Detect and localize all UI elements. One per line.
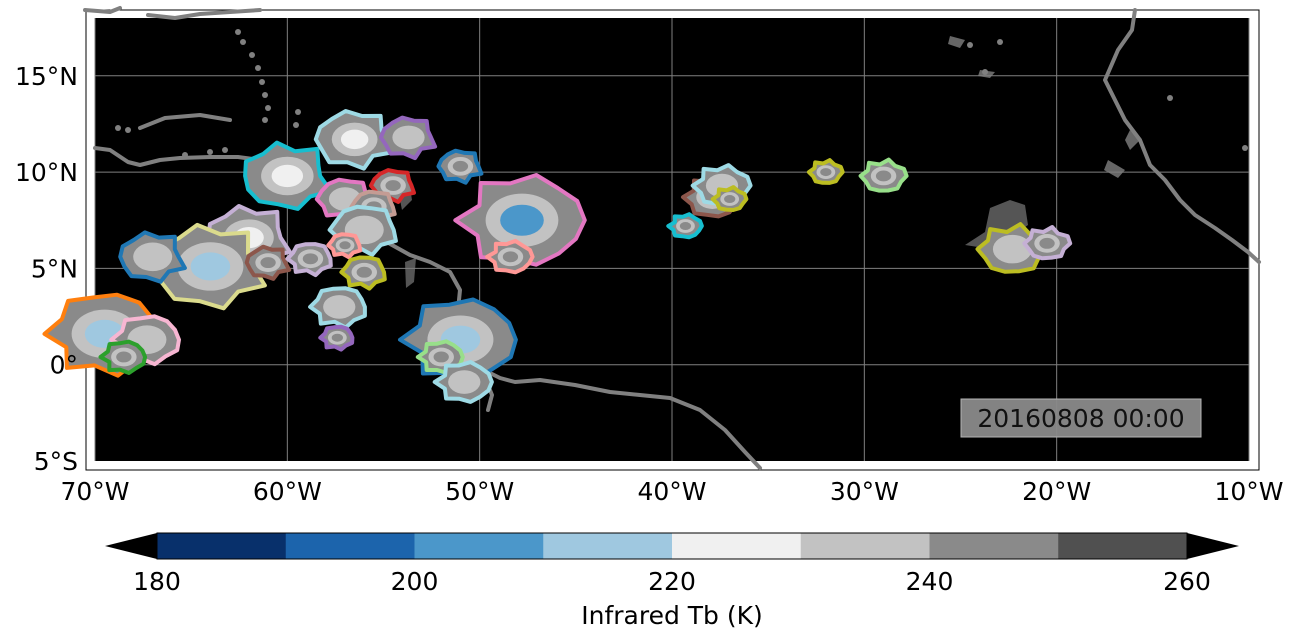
colorbar-segments xyxy=(105,532,1239,560)
cloud-object-core xyxy=(271,164,304,188)
cloud-object xyxy=(98,339,148,375)
cloud-object-core xyxy=(352,221,376,239)
cloud-object xyxy=(710,185,749,212)
lat-tick-label: 0° xyxy=(50,351,78,380)
cloud-object xyxy=(432,360,494,404)
cloud-object xyxy=(806,158,845,185)
colorbar-segment xyxy=(672,533,802,559)
cloud-object-core xyxy=(1039,237,1055,249)
cloud-object-core xyxy=(190,252,231,281)
cloud-object-core xyxy=(331,333,343,342)
lat-tick-label: 5°N xyxy=(31,254,78,283)
lon-tick-label: 50°W xyxy=(445,477,514,506)
colorbar-tick-label: 180 xyxy=(133,567,181,596)
longitude-tick-labels: 70°W 60°W 50°W 40°W 30°W 20°W 10°W xyxy=(60,477,1283,506)
lat-tick-label: 5°S xyxy=(34,447,78,476)
cloud-object-core xyxy=(141,248,165,266)
cloud-object xyxy=(858,157,909,193)
cloud-object xyxy=(666,212,704,240)
colorbar-outline xyxy=(156,532,1188,560)
cloud-object-core xyxy=(356,266,372,278)
cloud-object-core xyxy=(452,160,469,172)
colorbar-label: Infrared Tb (K) xyxy=(581,601,763,630)
cloud-object-core xyxy=(302,253,319,265)
lat-tick-label: 15°N xyxy=(15,62,78,91)
latitude-tick-labels: 15°N 10°N 5°N 0° 5°S xyxy=(15,62,78,476)
colorbar-segment xyxy=(929,533,1059,559)
cloud-object-core xyxy=(260,257,276,269)
colorbar-extend-max xyxy=(1187,533,1239,559)
lon-tick-label: 40°W xyxy=(637,477,706,506)
colorbar-segment xyxy=(543,533,673,559)
lon-tick-label: 20°W xyxy=(1022,477,1091,506)
cloud-object xyxy=(1022,225,1073,261)
colorbar-extend-min xyxy=(105,533,157,559)
lon-tick-label: 60°W xyxy=(253,477,322,506)
cloud-object xyxy=(326,232,363,260)
colorbar-tick-label: 240 xyxy=(906,567,954,596)
cloud-object xyxy=(378,115,438,161)
cloud-object-core xyxy=(500,204,544,236)
lon-tick-label: 70°W xyxy=(60,477,129,506)
cloud-object xyxy=(154,222,267,311)
colorbar-segment xyxy=(285,533,415,559)
cloud-object xyxy=(318,324,355,352)
cloud-object-core xyxy=(335,192,355,206)
colorbar-segment xyxy=(1058,533,1188,559)
cloud-object xyxy=(243,140,333,211)
cloud-object-core xyxy=(339,241,351,250)
cloud-object-core xyxy=(385,180,401,192)
cloud-object-core xyxy=(135,331,159,348)
cloud-object xyxy=(485,238,535,275)
timestamp: 20160808 00:00 xyxy=(977,404,1184,433)
cloud-object-core xyxy=(820,168,832,177)
cloud-object xyxy=(118,230,187,284)
colorbar-tick-label: 220 xyxy=(648,567,696,596)
cloud-object xyxy=(308,286,367,330)
cloud-object xyxy=(453,173,587,267)
cloud-object-core xyxy=(875,170,892,182)
cloud-object-core xyxy=(679,222,692,231)
cloud-object-core xyxy=(1000,240,1025,258)
cloud-object-core xyxy=(340,129,369,150)
colorbar-tick-label: 260 xyxy=(1163,567,1211,596)
cloud-object-core xyxy=(116,351,132,363)
lat-tick-label: 10°N xyxy=(15,158,78,187)
colorbar: 180 200 220 240 260 Infrared Tb (K) xyxy=(105,532,1239,630)
colorbar-segment xyxy=(414,533,544,559)
coastlines xyxy=(83,6,1261,470)
cloud-object xyxy=(244,244,292,281)
timestamp-box-background xyxy=(960,398,1202,438)
map-area: 20160808 00:00 xyxy=(42,6,1261,470)
cloud-object xyxy=(285,242,333,278)
lon-tick-label: 10°W xyxy=(1214,477,1283,506)
cloud-object-core xyxy=(398,130,419,145)
colorbar-segment xyxy=(157,533,287,559)
colorbar-tick-label: 200 xyxy=(391,567,439,596)
islands xyxy=(115,29,1248,158)
cloud-object-core xyxy=(329,300,349,314)
lon-tick-label: 30°W xyxy=(830,477,899,506)
cloud-object-core xyxy=(454,375,474,389)
colorbar-segment xyxy=(800,533,930,559)
cloud-object xyxy=(339,255,387,291)
cloud-object xyxy=(436,148,484,185)
cloud-object-core xyxy=(433,351,449,363)
timestamp-box: 20160808 00:00 xyxy=(960,398,1202,438)
cloud-object xyxy=(313,109,395,171)
colorbar-tick-labels: 180 200 220 240 260 xyxy=(133,567,1211,596)
cloud-object-core xyxy=(502,251,519,263)
cloud-object-core xyxy=(724,195,736,204)
cloud-objects xyxy=(42,109,1073,404)
